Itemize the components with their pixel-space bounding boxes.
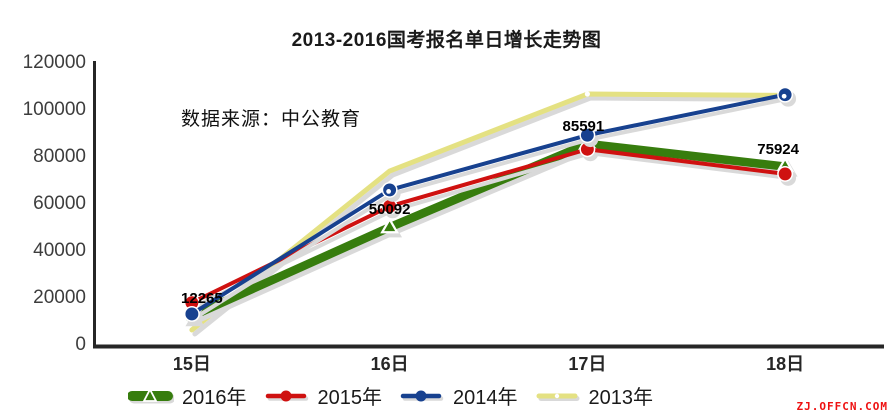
y-tick-label: 40000 [33, 240, 86, 261]
legend-swatch-icon [400, 390, 444, 401]
x-tick-label: 18日 [766, 354, 805, 374]
chart-legend: 2016年 2015年 2014年 2013年 [128, 381, 653, 410]
legend-item-2013年: 2013年 [535, 381, 654, 410]
series-line-2013年 [189, 91, 788, 333]
data-label: 12265 [181, 290, 223, 308]
x-tick-label: 17日 [568, 354, 607, 374]
legend-item-2014年: 2014年 [399, 381, 518, 410]
watermark: ZJ.OFFCN.COM [796, 400, 888, 413]
x-tick-label: 16日 [370, 354, 409, 374]
series-line-2014年 [183, 86, 794, 322]
data-label: 85591 [562, 117, 605, 135]
y-tick-label: 0 [75, 334, 86, 355]
data-label: 50092 [368, 201, 411, 219]
data-source-note: 数据来源：中公教育 [181, 109, 362, 130]
legend-label: 2014年 [453, 387, 518, 409]
data-label: 75924 [757, 140, 799, 158]
legend-swatch-icon [265, 390, 308, 401]
y-tick-label: 20000 [33, 287, 86, 308]
legend-swatch-icon [536, 393, 579, 401]
y-tick-label: 120000 [22, 52, 86, 73]
y-tick-label: 60000 [33, 193, 86, 214]
series-shadow-2015年 [186, 145, 797, 315]
legend-item-2015年: 2015年 [264, 381, 383, 410]
y-tick-label: 80000 [33, 146, 86, 167]
series-shadow-2014年 [186, 90, 797, 326]
legend-swatch-icon [128, 387, 174, 403]
series-line-2015年 [183, 141, 794, 311]
y-tick-label: 100000 [22, 99, 86, 120]
x-tick-label: 15日 [172, 354, 211, 374]
legend-label: 2015年 [317, 387, 383, 409]
legend-label: 2013年 [588, 387, 654, 409]
legend-label: 2016年 [182, 387, 247, 409]
legend-item-2016年: 2016年 [128, 381, 247, 410]
chart-title: 2013-2016国考报名单日增长走势图 [291, 30, 602, 51]
